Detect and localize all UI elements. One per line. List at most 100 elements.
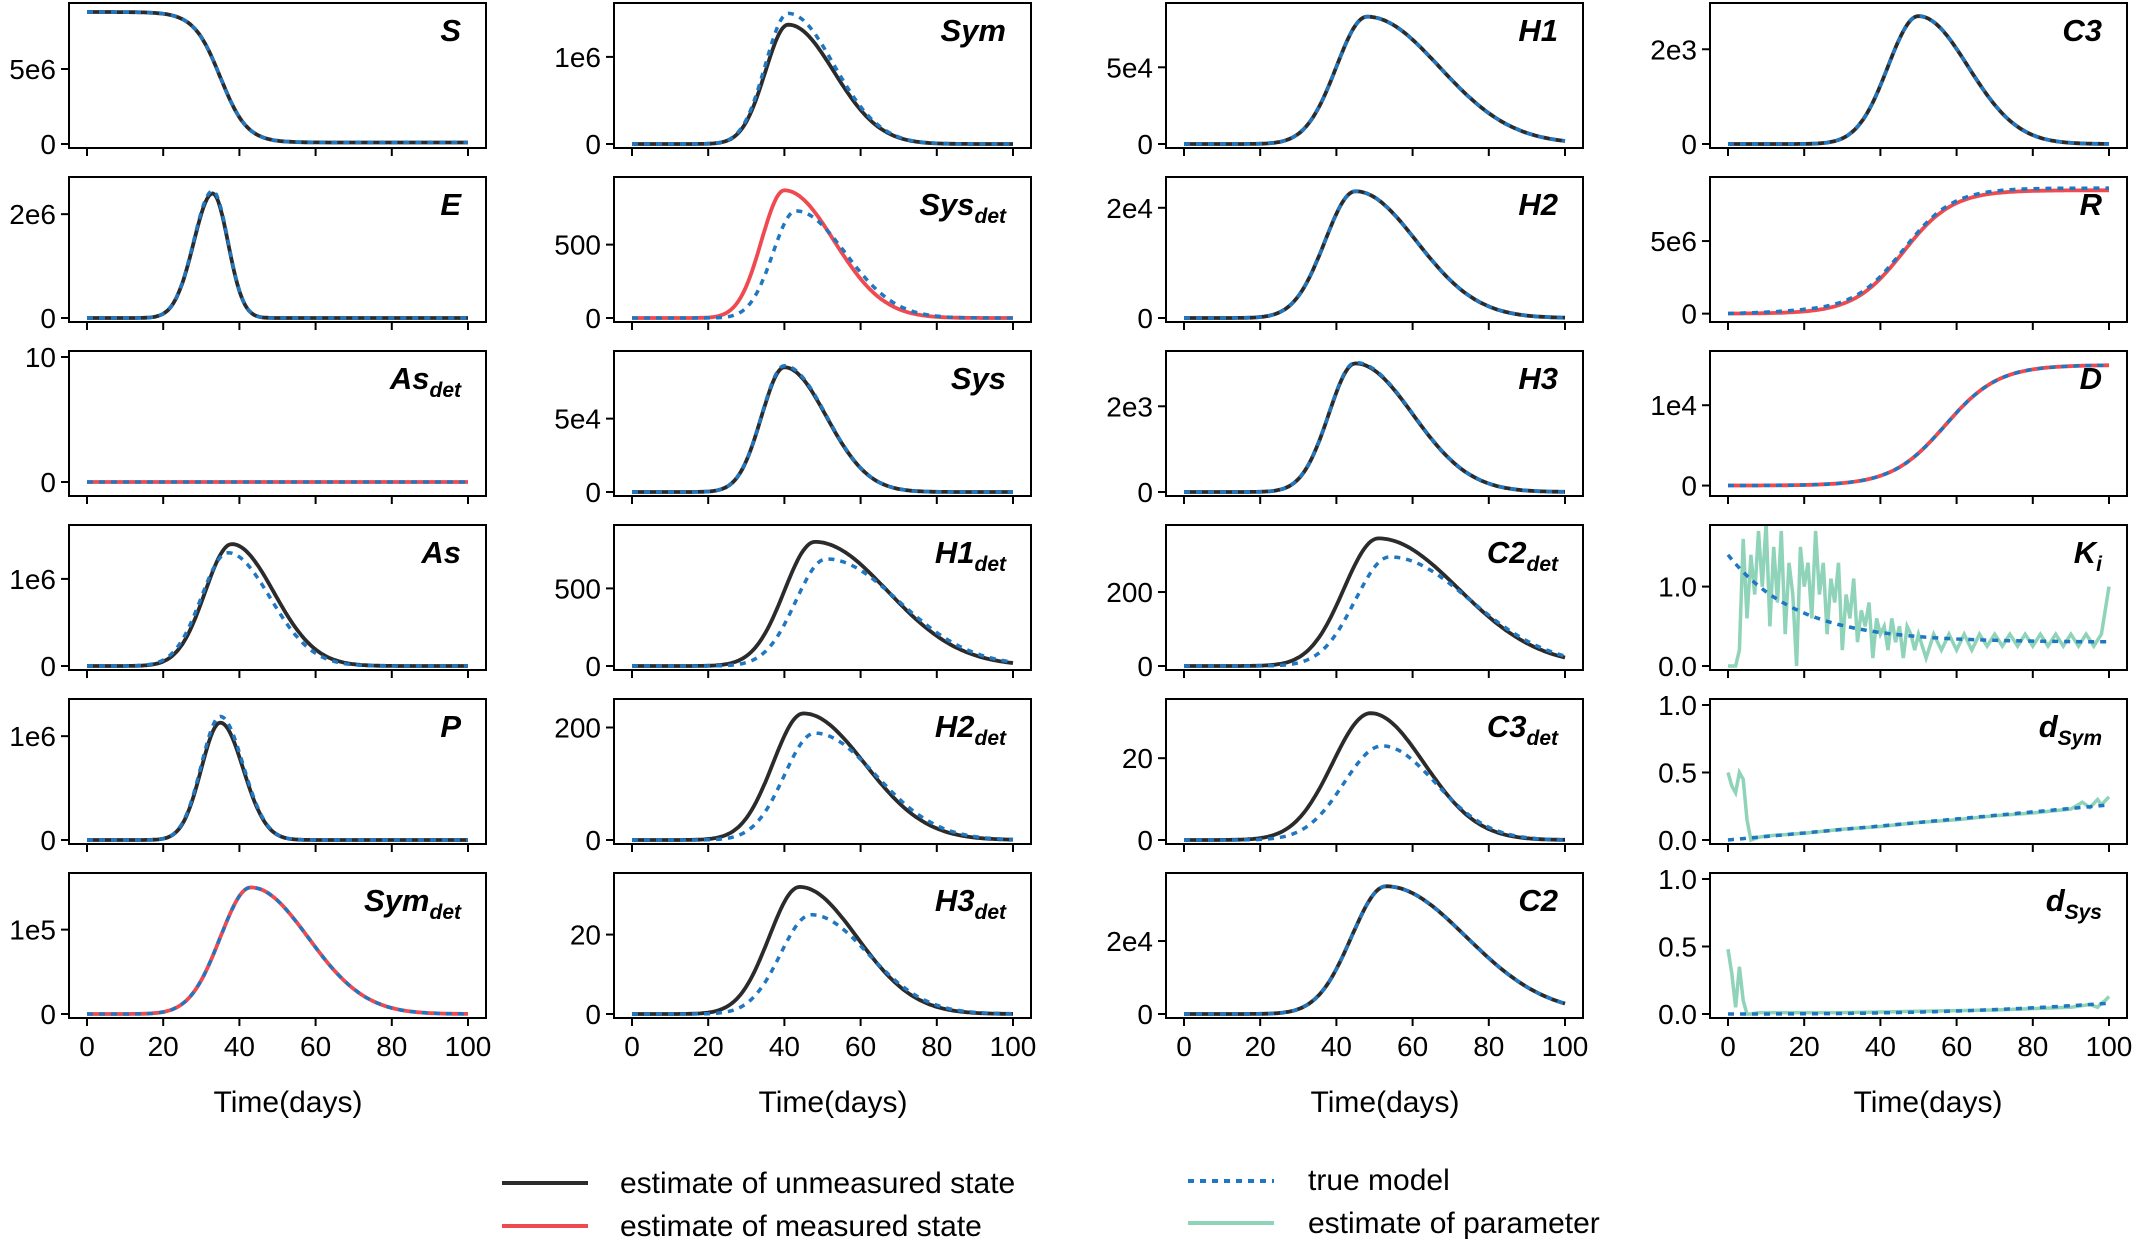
subplot-title: H3det: [935, 883, 1007, 924]
series-group: [87, 542, 468, 668]
axes-frame: [1709, 176, 2128, 323]
subplot-title: Sys: [951, 361, 1006, 396]
subplot-title: H1det: [935, 535, 1007, 576]
state-estimate-line: [87, 10, 468, 145]
y-tick-label: 0: [40, 825, 56, 856]
subplot-h3-det: 0 20 0 20 40 60 80 100 H3det: [570, 872, 1036, 1062]
x-tick-label: 20: [693, 1031, 724, 1062]
x-tick-label: 80: [376, 1031, 407, 1062]
series-group: [632, 884, 1013, 1016]
axes-frame: [68, 524, 487, 671]
true-model-line: [1728, 14, 2109, 146]
x-tick-label: 60: [845, 1031, 876, 1062]
x-tick-label: 40: [1321, 1031, 1352, 1062]
true-model-line: [87, 551, 468, 668]
true-model-line: [87, 714, 468, 842]
state-estimate-line: [87, 720, 468, 842]
subplot-sym-det: 0 1e5 0 20 40 60 80 100 Symdet: [9, 872, 492, 1062]
axes-frame: [1165, 872, 1584, 1019]
true-model-line: [632, 11, 1013, 146]
x-tick-label: 80: [1473, 1031, 1504, 1062]
series-group: [632, 11, 1013, 146]
series-group: [632, 540, 1014, 668]
axes-frame: [68, 350, 487, 497]
series-group: [87, 714, 468, 842]
y-tick-label: 0: [1681, 299, 1697, 330]
series-group: [1184, 711, 1565, 842]
y-tick-label: 0.0: [1658, 825, 1697, 856]
subplot-title: C2det: [1487, 535, 1559, 576]
state-estimate-line: [1184, 189, 1566, 320]
series-group: [1726, 948, 2111, 1016]
subplot-title: C3det: [1487, 709, 1559, 750]
axes-frame: [68, 176, 487, 323]
subplot-h2-det: 0 200 H2det: [554, 698, 1032, 856]
axes-frame: [613, 176, 1032, 323]
y-tick-label: 20: [570, 920, 601, 951]
y-tick-label: 0.0: [1658, 651, 1697, 682]
subplot-d-sym: 0.0 0.5 1.0 dSym: [1658, 690, 2128, 856]
state-estimate-line: [87, 542, 468, 668]
y-tick-label: 0: [1137, 651, 1153, 682]
x-tick-label: 60: [300, 1031, 331, 1062]
y-tick-label: 5e4: [1106, 52, 1153, 83]
subplot-title: Symdet: [364, 883, 462, 924]
y-tick-label: 0: [585, 477, 601, 508]
x-tick-label: 100: [2086, 1031, 2133, 1062]
parameter-estimate-line: [1726, 767, 2111, 843]
subplot-title: H1: [1518, 13, 1558, 48]
axes-frame: [1709, 350, 2128, 497]
subplot-h1-det: 0 500 H1det: [554, 524, 1032, 682]
axes-frame: [1709, 524, 2128, 671]
true-model-line: [1184, 884, 1566, 1016]
subplot-title: Sysdet: [919, 187, 1007, 228]
y-tick-label: 1.0: [1658, 572, 1697, 603]
subplot-c3-det: 0 20 C3det: [1122, 698, 1584, 856]
y-tick-label: 0: [585, 129, 601, 160]
y-tick-label: 2e4: [1106, 193, 1153, 224]
x-tick-label: 100: [445, 1031, 492, 1062]
y-tick-label: 1e6: [9, 564, 56, 595]
y-tick-label: 1.0: [1658, 690, 1697, 721]
subplot-c2: 0 2e4 0 20 40 60 80 100 C2: [1106, 872, 1588, 1062]
state-estimate-line: [1184, 884, 1566, 1016]
subplot-grid: 0 5e6 S 0 2e6 E 0 10 Asdet 0 1e6 As 0 1e6 P 0 1e5 0 20 40 60…: [9, 2, 2133, 1062]
legend-label-unmeasured: estimate of unmeasured state: [620, 1167, 1015, 1200]
true-model-line: [1728, 186, 2109, 316]
subplot-title: C3: [2062, 13, 2102, 48]
subplot-h2: 0 2e4 H2: [1106, 176, 1584, 334]
x-axis-label-col3: Time(days): [1311, 1086, 1460, 1119]
x-axis-label-col2: Time(days): [759, 1086, 908, 1119]
state-estimate-line: [1184, 361, 1565, 494]
subplot-sys: 0 5e4 Sys: [554, 350, 1032, 508]
x-tick-label: 40: [1865, 1031, 1896, 1062]
x-tick-label: 0: [79, 1031, 95, 1062]
subplot-h1: 0 5e4 H1: [1106, 2, 1584, 160]
series-group: [87, 885, 468, 1016]
parameter-estimate-line: [1726, 948, 2111, 1016]
y-tick-label: 500: [554, 230, 601, 261]
subplot-title: As: [420, 535, 461, 570]
y-tick-label: 1e6: [9, 721, 56, 752]
y-tick-label: 2e3: [1650, 34, 1697, 65]
y-tick-label: 0: [1681, 129, 1697, 160]
y-tick-label: 1.0: [1658, 864, 1697, 895]
state-estimate-line: [87, 191, 468, 320]
series-group: [1728, 14, 2109, 146]
y-tick-label: 0: [40, 999, 56, 1030]
legend-label-parameter: estimate of parameter: [1308, 1207, 1600, 1240]
x-tick-label: 80: [2017, 1031, 2048, 1062]
subplot-title: H3: [1518, 361, 1558, 396]
series-group: [1728, 363, 2109, 488]
y-tick-label: 500: [554, 573, 601, 604]
subplot-title: H2: [1518, 187, 1558, 222]
y-tick-label: 0: [585, 825, 601, 856]
subplot-title: Ki: [2074, 535, 2103, 576]
y-tick-label: 5e6: [9, 54, 56, 85]
parameter-estimate-line: [1728, 525, 2111, 668]
y-tick-label: 0: [40, 129, 56, 160]
y-tick-label: 0: [40, 467, 56, 498]
x-tick-label: 0: [1176, 1031, 1192, 1062]
series-group: [632, 364, 1013, 494]
